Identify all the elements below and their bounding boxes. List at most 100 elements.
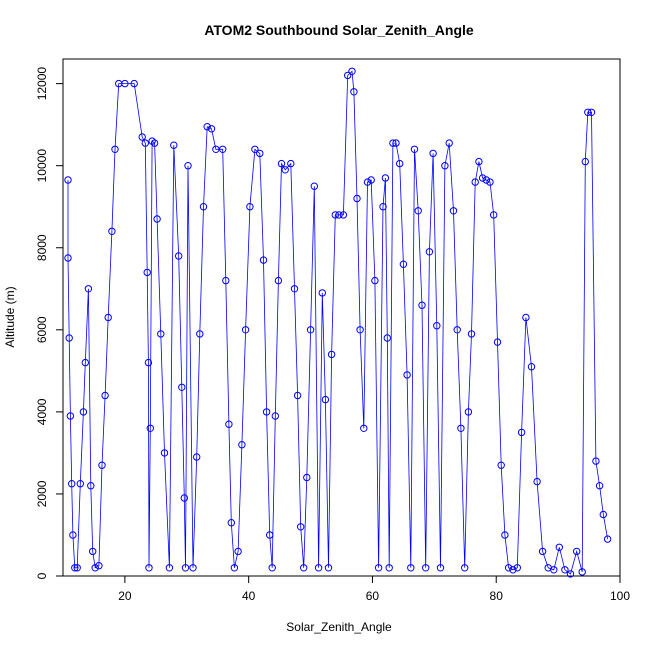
data-point xyxy=(497,461,505,469)
y-tick-label: 10000 xyxy=(35,149,49,183)
data-point xyxy=(266,531,274,539)
data-point xyxy=(392,139,400,147)
data-point xyxy=(453,326,461,334)
data-point xyxy=(381,174,390,182)
data-point xyxy=(581,157,589,166)
x-axis: 20 40 60 80 100 xyxy=(118,576,630,603)
data-point xyxy=(555,543,563,551)
data-point xyxy=(81,358,90,367)
data-point xyxy=(246,203,254,211)
chart-title: ATOM2 Southbound Solar_Zenith_Angle xyxy=(204,22,474,38)
data-point xyxy=(407,564,415,572)
data-point xyxy=(513,564,521,572)
data-point xyxy=(121,79,129,88)
data-point xyxy=(71,564,79,572)
y-tick-label: 2000 xyxy=(35,480,49,507)
data-point xyxy=(66,412,75,420)
data-point xyxy=(461,564,469,572)
data-point xyxy=(225,420,233,428)
x-tick-label: 80 xyxy=(490,589,504,603)
data-point xyxy=(363,178,372,186)
data-point xyxy=(300,564,308,572)
data-point xyxy=(389,139,397,147)
data-point xyxy=(550,566,558,574)
data-point xyxy=(79,408,88,416)
data-point xyxy=(350,88,358,96)
data-point xyxy=(293,391,302,400)
data-point xyxy=(457,424,465,432)
data-point xyxy=(436,564,445,572)
data-point xyxy=(111,145,119,154)
data-point xyxy=(87,482,95,490)
data-point xyxy=(234,547,242,556)
data-point xyxy=(504,564,513,572)
data-point xyxy=(538,547,547,556)
data-point xyxy=(219,145,227,154)
data-point xyxy=(566,570,575,578)
data-point xyxy=(599,510,607,519)
data-point xyxy=(467,330,476,338)
data-point xyxy=(478,174,487,182)
data-point xyxy=(335,211,343,219)
data-point xyxy=(222,276,230,285)
data-point xyxy=(441,162,449,170)
data-point xyxy=(445,139,453,147)
data-point xyxy=(509,566,517,574)
data-point xyxy=(207,125,216,133)
data-point xyxy=(287,159,295,168)
data-point xyxy=(181,564,190,572)
data-point xyxy=(475,157,483,166)
data-point xyxy=(184,162,192,170)
data-point xyxy=(584,108,592,117)
data-point xyxy=(98,461,106,469)
x-tick-label: 20 xyxy=(118,589,132,603)
data-point xyxy=(68,480,76,488)
data-point xyxy=(175,252,183,260)
data-point xyxy=(290,285,299,293)
data-point xyxy=(371,276,379,285)
data-point xyxy=(374,564,383,572)
data-point xyxy=(396,159,404,168)
data-point xyxy=(422,564,430,572)
data-point xyxy=(433,322,441,330)
data-point xyxy=(145,564,153,572)
data-point xyxy=(271,412,279,420)
data-point xyxy=(490,211,498,219)
data-point xyxy=(189,564,197,572)
data-point xyxy=(379,203,387,211)
data-point xyxy=(262,408,271,416)
data-point xyxy=(471,178,479,186)
data-point xyxy=(148,137,156,145)
data-point xyxy=(227,519,236,527)
data-point xyxy=(180,494,189,502)
data-point xyxy=(297,523,305,531)
data-point xyxy=(353,194,361,203)
data-point xyxy=(256,149,264,158)
data-point xyxy=(95,562,103,570)
data-point xyxy=(383,334,391,342)
x-tick-label: 100 xyxy=(610,589,630,603)
data-point xyxy=(464,408,473,416)
data-point xyxy=(306,326,315,334)
y-axis-label: Altitude (m) xyxy=(3,286,17,347)
data-point xyxy=(101,391,109,400)
data-point xyxy=(360,424,368,432)
data-point xyxy=(385,564,393,572)
data-point xyxy=(573,547,581,556)
data-point xyxy=(318,289,326,297)
data-point xyxy=(603,535,612,543)
data-point xyxy=(178,383,186,391)
data-point xyxy=(238,441,246,449)
x-axis-label: Solar_Zenith_Angle xyxy=(286,620,392,634)
x-tick-label: 40 xyxy=(242,589,256,603)
data-point xyxy=(160,449,169,457)
data-point xyxy=(138,133,146,141)
data-point xyxy=(517,428,526,437)
data-point xyxy=(425,248,434,256)
y-tick-label: 12000 xyxy=(35,67,49,101)
y-tick-label: 4000 xyxy=(35,398,49,425)
data-point xyxy=(587,108,596,117)
data-point xyxy=(65,334,73,342)
y-tick-label: 0 xyxy=(35,572,49,579)
